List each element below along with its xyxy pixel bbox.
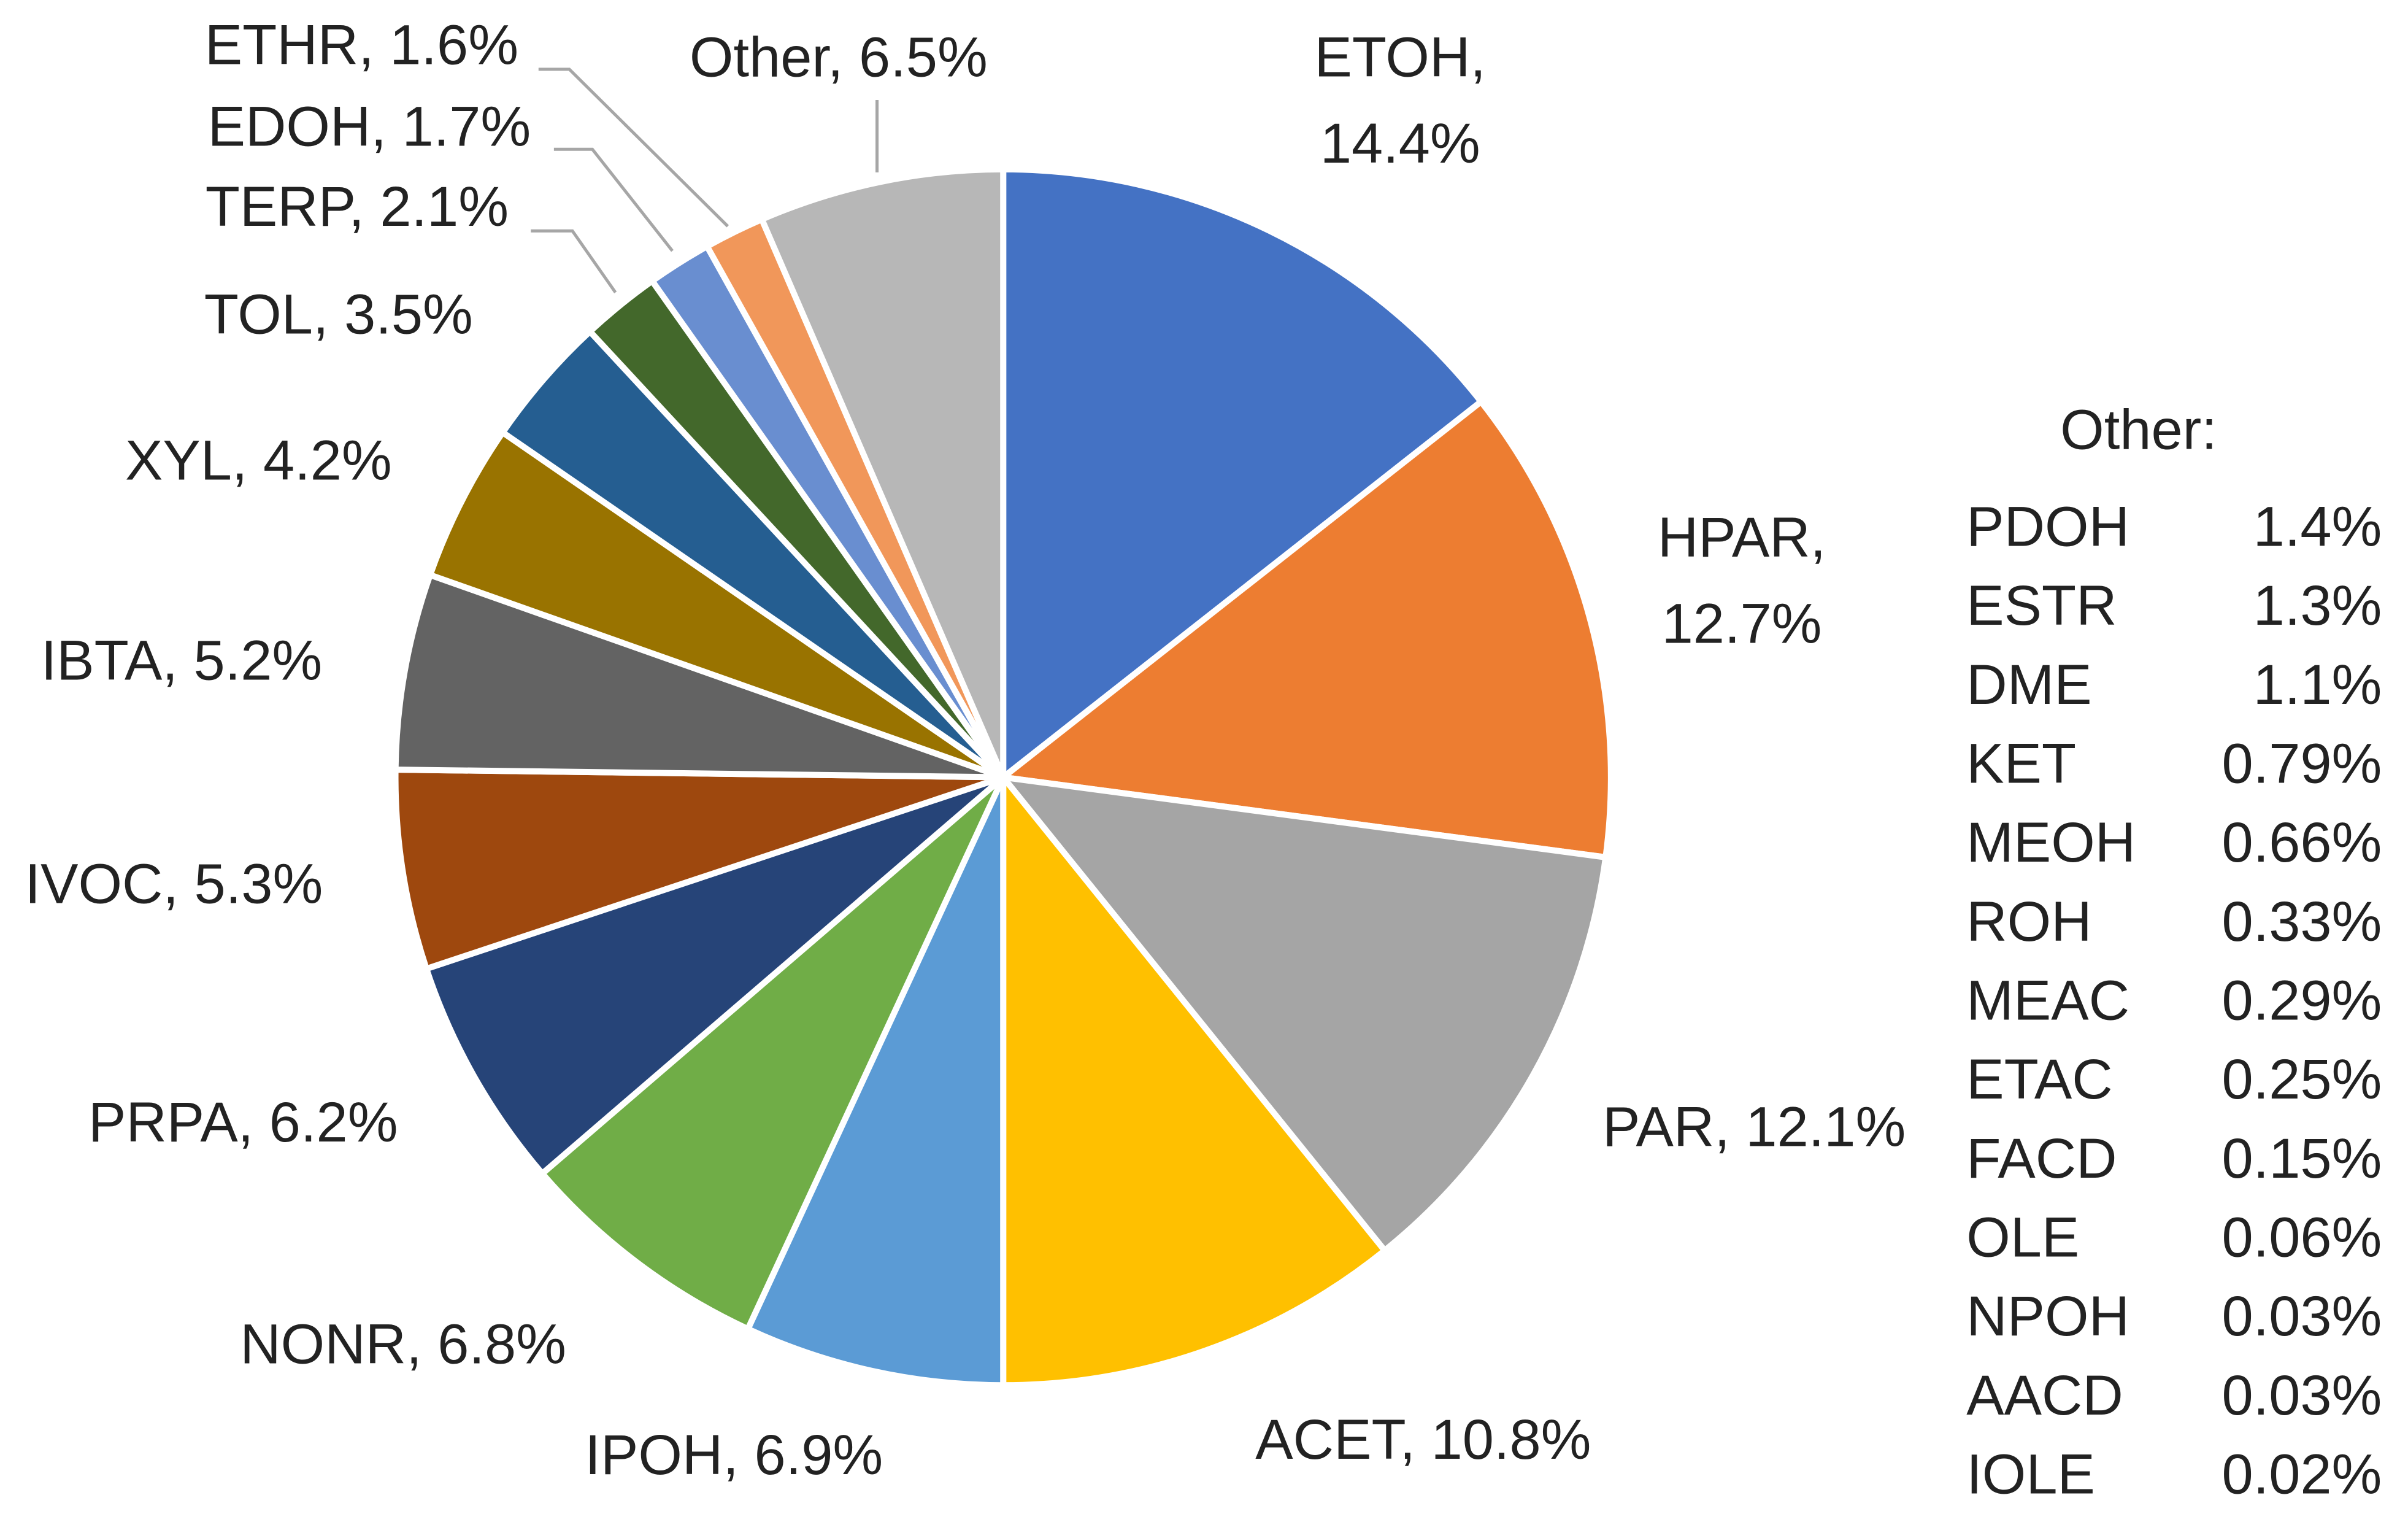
table-value: 0.25% bbox=[2221, 1048, 2382, 1111]
data-label: XYL, 4.2% bbox=[125, 430, 392, 492]
data-label: IVOC, 5.3% bbox=[25, 852, 323, 915]
table-value: 0.06% bbox=[2221, 1206, 2382, 1269]
pie-slice bbox=[537, 774, 1006, 1334]
table-name: FACD bbox=[1966, 1127, 2117, 1190]
data-label: ETHR, 1.6% bbox=[205, 14, 518, 77]
pie-slice bbox=[422, 774, 1006, 1178]
pie-slice bbox=[1000, 166, 1486, 784]
table-name: DME bbox=[1966, 654, 2091, 716]
data-label: HPAR, 12.7% bbox=[1658, 506, 1826, 655]
table-value: 1.4% bbox=[2253, 496, 2382, 558]
pie-slice bbox=[758, 166, 1007, 779]
pie-slice bbox=[996, 773, 1609, 1255]
data-label: EDOH, 1.7% bbox=[208, 95, 531, 158]
table-value: 0.03% bbox=[2221, 1285, 2382, 1348]
data-label: PRPA, 6.2% bbox=[88, 1091, 398, 1154]
leader-line bbox=[553, 147, 674, 252]
table-name: NPOH bbox=[1966, 1285, 2129, 1348]
data-label: ACET, 10.8% bbox=[1255, 1408, 1591, 1471]
pie-slice bbox=[426, 428, 1006, 781]
data-label: IBTA, 5.2% bbox=[41, 630, 322, 692]
leader-line bbox=[531, 229, 617, 293]
pie-slice bbox=[744, 776, 1007, 1389]
data-label: TOL, 3.5% bbox=[204, 283, 473, 346]
data-label: IPOH, 6.9% bbox=[585, 1424, 883, 1486]
table-name: OLE bbox=[1966, 1206, 2079, 1269]
table-name: AACD bbox=[1966, 1364, 2123, 1427]
table-value: 1.3% bbox=[2253, 574, 2382, 637]
table-name: MEOH bbox=[1966, 811, 2136, 874]
table-value: 0.15% bbox=[2221, 1127, 2382, 1190]
table-name: MEAC bbox=[1966, 970, 2129, 1032]
table-name: IOLE bbox=[1966, 1443, 2095, 1505]
table-name: ESTR bbox=[1966, 574, 2117, 637]
data-label: ETOH, 14.4% bbox=[1315, 26, 1486, 175]
table-name: PDOH bbox=[1966, 496, 2129, 558]
leader-line bbox=[538, 68, 729, 228]
pie-slice bbox=[995, 397, 1614, 861]
table-value: 0.29% bbox=[2221, 970, 2382, 1032]
data-label: Other, 6.5% bbox=[690, 26, 988, 89]
pie-slice bbox=[1000, 768, 1390, 1389]
data-label: PAR, 12.1% bbox=[1602, 1096, 1906, 1159]
data-label: NONR, 6.8% bbox=[240, 1313, 566, 1375]
table-title: Other: bbox=[2060, 398, 2217, 461]
pie-slice bbox=[392, 767, 1004, 973]
table-name: ETAC bbox=[1966, 1048, 2113, 1111]
table-value: 0.03% bbox=[2221, 1364, 2382, 1427]
table-value: 1.1% bbox=[2253, 654, 2382, 716]
table-name: ROH bbox=[1966, 890, 2091, 953]
table-value: 0.66% bbox=[2221, 811, 2382, 874]
table-value: 0.79% bbox=[2221, 733, 2382, 795]
table-value: 0.02% bbox=[2221, 1443, 2382, 1505]
data-label: TERP, 2.1% bbox=[206, 176, 509, 238]
table-name: KET bbox=[1966, 733, 2076, 795]
table-value: 0.33% bbox=[2221, 890, 2382, 953]
